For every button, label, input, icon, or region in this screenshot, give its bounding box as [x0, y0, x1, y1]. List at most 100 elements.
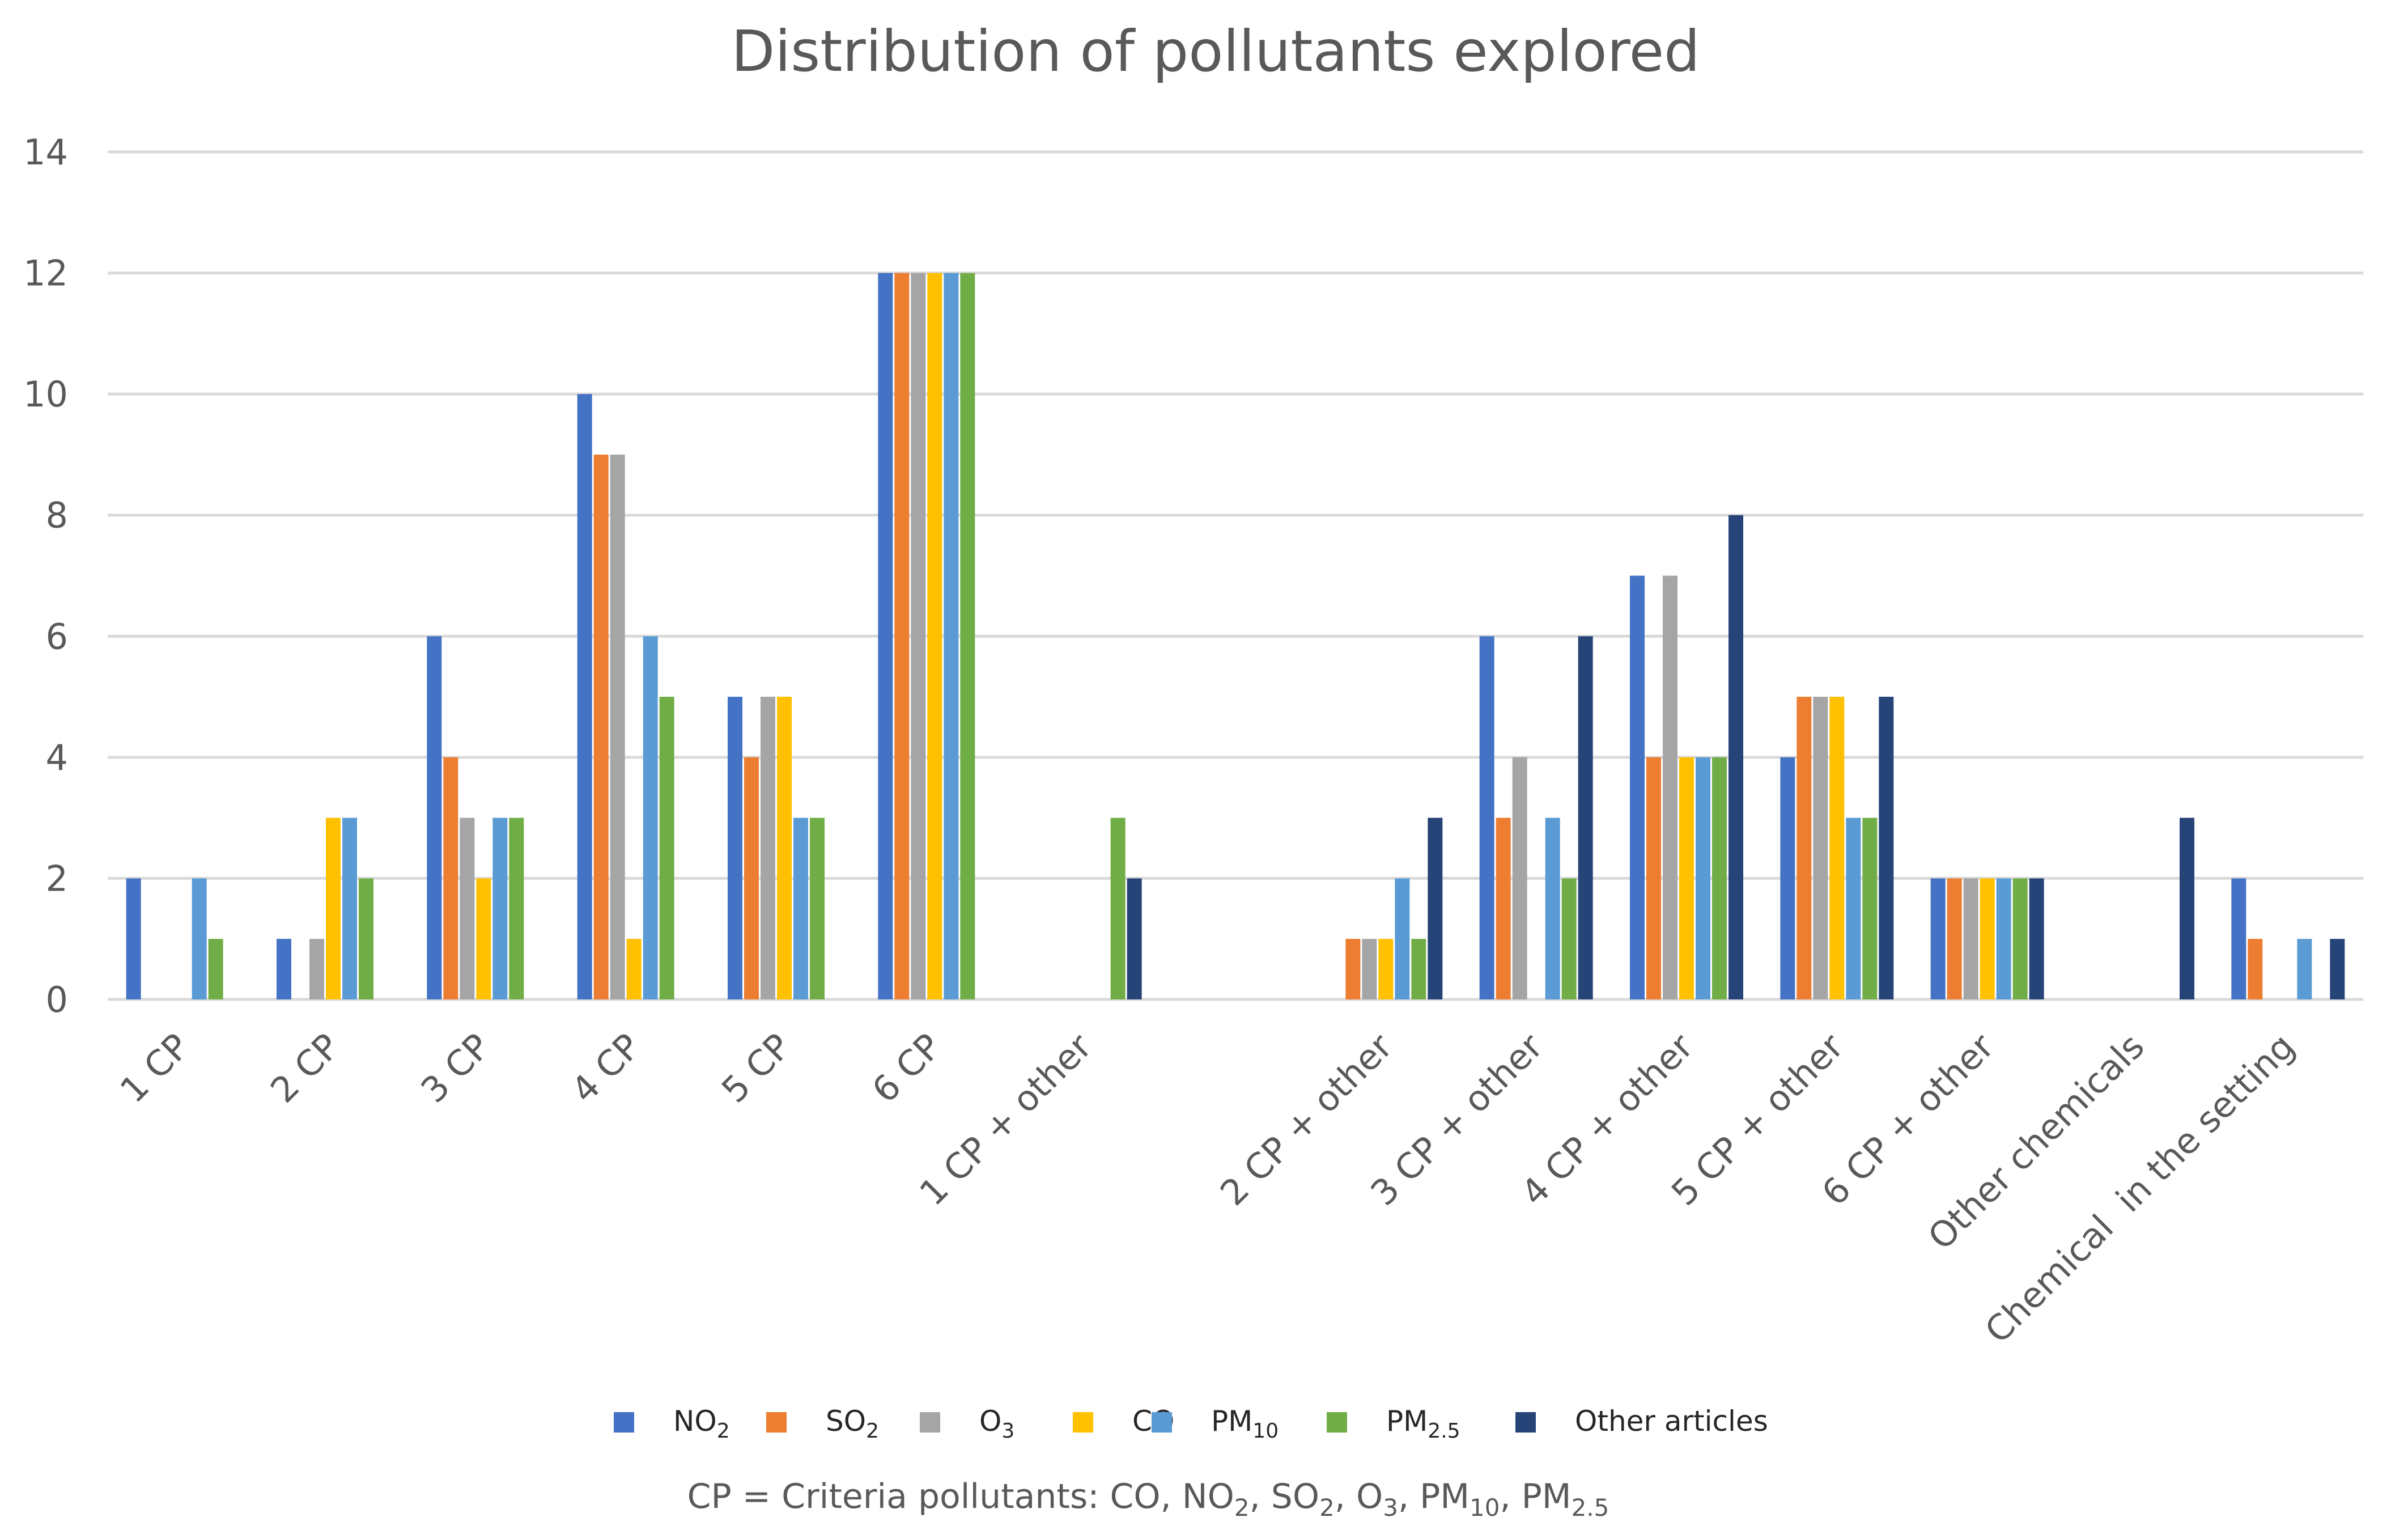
bar-co-10	[1679, 757, 1694, 999]
bar-pm2-5-12	[2012, 878, 2028, 999]
bar-pm10-4	[793, 817, 808, 999]
legend-item-no2: NO2	[614, 1405, 730, 1443]
y-axis-tick-labels: 0 2 4 6 8 10 12 14	[23, 132, 68, 1020]
legend-label: Other articles	[1575, 1405, 1768, 1438]
bar-pm2-5-8	[1411, 939, 1426, 999]
bar-o3-1	[309, 939, 324, 999]
bar-co-5	[927, 273, 942, 1000]
bar-so2-9	[1496, 817, 1511, 999]
bar-pm2-5-0	[208, 939, 223, 999]
bar-o3-5	[911, 273, 926, 1000]
legend-swatch	[1073, 1412, 1093, 1433]
legend-swatch	[1152, 1412, 1172, 1433]
bar-no2-5	[878, 273, 893, 1000]
bar-no2-3	[577, 394, 592, 1000]
bar-no2-2	[427, 636, 442, 999]
legend-swatch	[766, 1412, 787, 1433]
legend-label: NO2	[673, 1405, 730, 1443]
bar-co-3	[626, 939, 642, 999]
bar-pm10-1	[342, 817, 357, 999]
bar-pm2-5-6	[1110, 817, 1126, 999]
x-tick-label: Chemical in the setting	[1977, 1026, 2303, 1351]
bar-so2-10	[1646, 757, 1661, 999]
bar-pm10-2	[492, 817, 508, 999]
footnote-text: CP = Criteria pollutants: CO, NO2, SO2, …	[687, 1477, 1609, 1522]
legend-label: PM10	[1211, 1405, 1279, 1443]
bar-other-articles-12	[2029, 878, 2044, 999]
bar-other-articles-8	[1428, 817, 1443, 999]
bar-no2-1	[277, 939, 291, 999]
y-tick-label: 12	[23, 253, 68, 294]
legend-item-pm10: PM10	[1152, 1405, 1279, 1443]
bar-co-1	[326, 817, 341, 999]
bar-pm2-5-10	[1712, 757, 1727, 999]
bar-no2-10	[1630, 575, 1645, 999]
bar-pm10-9	[1545, 817, 1560, 999]
legend-label: PM2.5	[1386, 1405, 1460, 1443]
bar-pm2-5-9	[1561, 878, 1577, 999]
bar-other-articles-6	[1127, 878, 1142, 999]
bar-so2-3	[593, 454, 609, 999]
legend-swatch	[1515, 1412, 1536, 1433]
bar-so2-14	[2248, 939, 2263, 999]
bar-o3-8	[1362, 939, 1377, 999]
chart-title: Distribution of pollutants explored	[731, 18, 1700, 84]
bar-pm10-12	[1996, 878, 2011, 999]
legend-item-pm2-5: PM2.5	[1327, 1405, 1460, 1443]
y-tick-label: 0	[46, 979, 68, 1020]
legend-item-other-articles: Other articles	[1515, 1405, 1768, 1438]
x-tick-label: 3 CP	[413, 1026, 498, 1111]
bar-no2-0	[126, 878, 141, 999]
y-tick-label: 8	[46, 495, 68, 536]
bar-o3-9	[1512, 757, 1527, 999]
y-tick-label: 2	[46, 858, 68, 899]
bar-no2-11	[1780, 757, 1795, 999]
bar-pm10-11	[1846, 817, 1861, 999]
bar-other-articles-11	[1879, 697, 1894, 999]
bar-co-2	[476, 878, 491, 999]
bar-co-4	[777, 697, 792, 999]
bar-so2-4	[744, 757, 759, 999]
footnote: CP = Criteria pollutants: CO, NO2, SO2, …	[687, 1477, 1609, 1522]
bar-other-articles-13	[2180, 817, 2194, 999]
legend-item-so2: SO2	[766, 1405, 879, 1443]
x-tick-label: 6 CP	[864, 1026, 949, 1111]
bar-o3-4	[761, 697, 775, 999]
bar-co-12	[1980, 878, 1995, 999]
legend-label: O3	[979, 1405, 1014, 1443]
legend-item-o3: O3	[920, 1405, 1014, 1443]
bar-pm10-10	[1696, 757, 1710, 999]
x-axis-tick-labels: 1 CP 2 CP 3 CP 4 CP 5 CP 6 CP1 CP + other 2 CP…	[112, 1026, 2303, 1351]
bar-so2-5	[894, 273, 910, 1000]
bar-so2-8	[1345, 939, 1361, 999]
bar-pm2-5-5	[960, 273, 975, 1000]
bar-o3-2	[460, 817, 475, 999]
bar-so2-11	[1797, 697, 1812, 999]
bar-pm10-5	[944, 273, 959, 1000]
bar-no2-14	[2231, 878, 2246, 999]
bar-pm2-5-3	[659, 697, 674, 999]
bar-o3-11	[1813, 697, 1828, 999]
bar-pm10-14	[2297, 939, 2312, 999]
y-tick-label: 4	[46, 737, 68, 778]
bar-no2-12	[1930, 878, 1946, 999]
bar-no2-4	[728, 697, 742, 999]
legend-swatch	[614, 1412, 634, 1433]
y-tick-label: 14	[23, 132, 68, 173]
legend-swatch	[1327, 1412, 1347, 1433]
bar-pm10-3	[643, 636, 658, 999]
legend-label: SO2	[826, 1405, 879, 1443]
bar-o3-12	[1963, 878, 1978, 999]
x-tick-label: 1 CP	[112, 1026, 198, 1111]
legend-swatch	[920, 1412, 940, 1433]
bar-other-articles-9	[1578, 636, 1593, 999]
x-tick-label: 2 CP	[262, 1026, 348, 1111]
bar-pm10-0	[192, 878, 207, 999]
bar-pm2-5-11	[1862, 817, 1878, 999]
bar-other-articles-14	[2330, 939, 2345, 999]
bar-no2-9	[1479, 636, 1494, 999]
y-tick-label: 10	[23, 374, 68, 415]
bar-so2-12	[1947, 878, 1962, 999]
bar-other-articles-10	[1729, 515, 1743, 999]
